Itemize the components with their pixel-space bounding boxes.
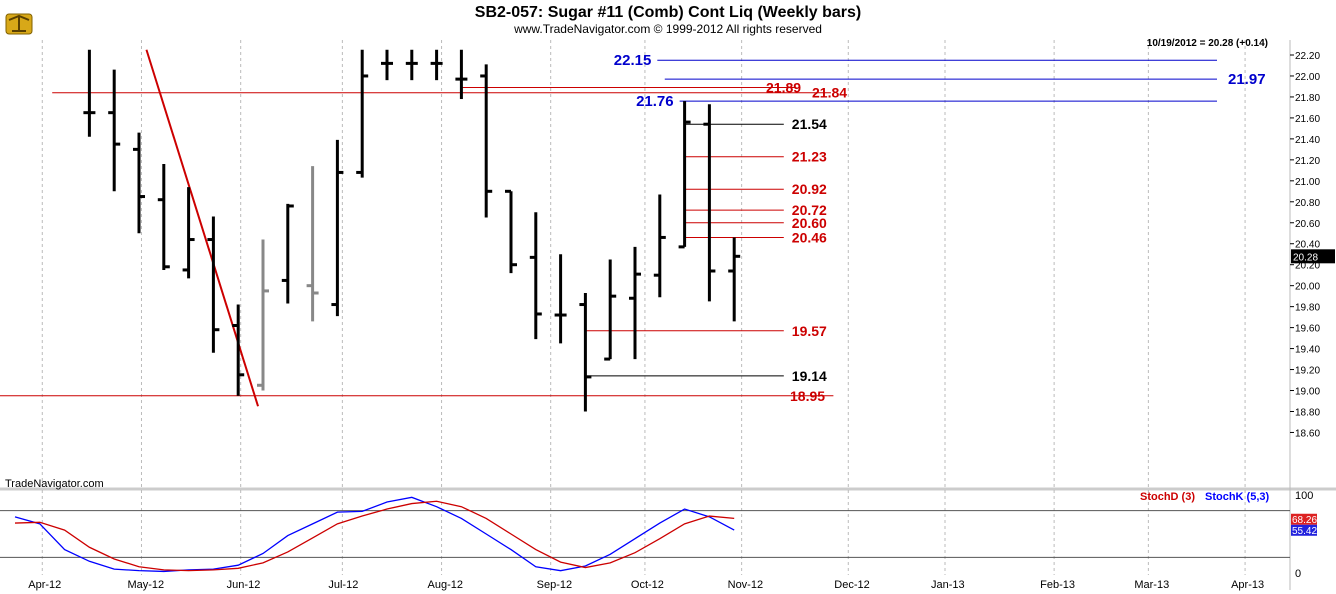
current-price-label: 20.28 <box>1293 252 1318 263</box>
x-tick-label: Mar-13 <box>1134 579 1169 591</box>
y-tick-label: 21.40 <box>1295 135 1320 146</box>
level-label: 20.46 <box>792 229 827 245</box>
x-tick-label: Nov-12 <box>728 579 763 591</box>
y-tick-label: 19.00 <box>1295 387 1320 398</box>
y-tick-label: 21.80 <box>1295 93 1320 104</box>
legend-stochk: StochK (5,3) <box>1205 491 1270 503</box>
level-label: 21.84 <box>812 85 847 101</box>
level-label: 21.54 <box>792 116 827 132</box>
osc-y-tick-label: 100 <box>1295 490 1313 502</box>
level-label: 19.14 <box>792 368 827 384</box>
level-label: 21.76 <box>636 93 674 110</box>
stoch-line-d <box>14 500 735 572</box>
stochd-value: 68.26 <box>1292 515 1317 526</box>
x-tick-label: Oct-12 <box>631 579 664 591</box>
level-label: 22.15 <box>614 52 652 69</box>
logo-mark-icon <box>8 14 30 32</box>
stochk-value-box <box>1291 524 1317 536</box>
x-tick-label: Sep-12 <box>537 579 572 591</box>
x-tick-label: Jun-12 <box>227 579 261 591</box>
chart-title: SB2-057: Sugar #11 (Comb) Cont Liq (Week… <box>475 4 861 21</box>
x-tick-label: Aug-12 <box>428 579 463 591</box>
y-tick-label: 19.60 <box>1295 324 1320 335</box>
level-label: 21.89 <box>766 80 801 96</box>
x-tick-label: Dec-12 <box>834 579 869 591</box>
legend-stochd: StochD (3) <box>1140 491 1195 503</box>
y-tick-label: 21.20 <box>1295 156 1320 167</box>
copyright-text: www.TradeNavigator.com © 1999-2012 All r… <box>513 22 822 36</box>
x-tick-label: Feb-13 <box>1040 579 1075 591</box>
x-tick-label: Apr-13 <box>1231 579 1264 591</box>
stochk-value: 55.42 <box>1292 526 1317 537</box>
y-tick-label: 22.20 <box>1295 51 1320 62</box>
y-tick-label: 18.60 <box>1295 428 1320 439</box>
last-quote: 10/19/2012 = 20.28 (+0.14) <box>1147 38 1268 49</box>
stochd-value-box <box>1291 513 1317 525</box>
level-label: 20.60 <box>792 215 827 231</box>
x-tick-label: May-12 <box>127 579 164 591</box>
y-tick-label: 21.00 <box>1295 177 1320 188</box>
x-tick-label: Jan-13 <box>931 579 965 591</box>
x-tick-label: Jul-12 <box>328 579 358 591</box>
y-tick-label: 20.20 <box>1295 261 1320 272</box>
x-tick-label: Apr-12 <box>28 579 61 591</box>
y-tick-label: 19.80 <box>1295 303 1320 314</box>
y-tick-label: 19.40 <box>1295 345 1320 356</box>
level-label: 18.95 <box>790 388 825 404</box>
y-tick-label: 21.60 <box>1295 114 1320 125</box>
osc-y-tick-label: 0 <box>1295 568 1301 580</box>
y-tick-label: 20.00 <box>1295 282 1320 293</box>
level-label: 21.97 <box>1228 71 1266 88</box>
y-tick-label: 18.80 <box>1295 407 1320 418</box>
level-label: 20.72 <box>792 202 827 218</box>
y-tick-label: 20.80 <box>1295 198 1320 209</box>
y-tick-label: 22.00 <box>1295 72 1320 83</box>
y-tick-label: 20.60 <box>1295 219 1320 230</box>
level-label: 19.57 <box>792 323 827 339</box>
y-tick-label: 19.20 <box>1295 366 1320 377</box>
watermark: TradeNavigator.com <box>5 478 104 490</box>
y-tick-label: 20.40 <box>1295 240 1320 251</box>
stoch-line-k <box>14 496 735 573</box>
level-label: 21.23 <box>792 149 827 165</box>
current-price-box <box>1291 249 1335 264</box>
level-label: 20.92 <box>792 181 827 197</box>
